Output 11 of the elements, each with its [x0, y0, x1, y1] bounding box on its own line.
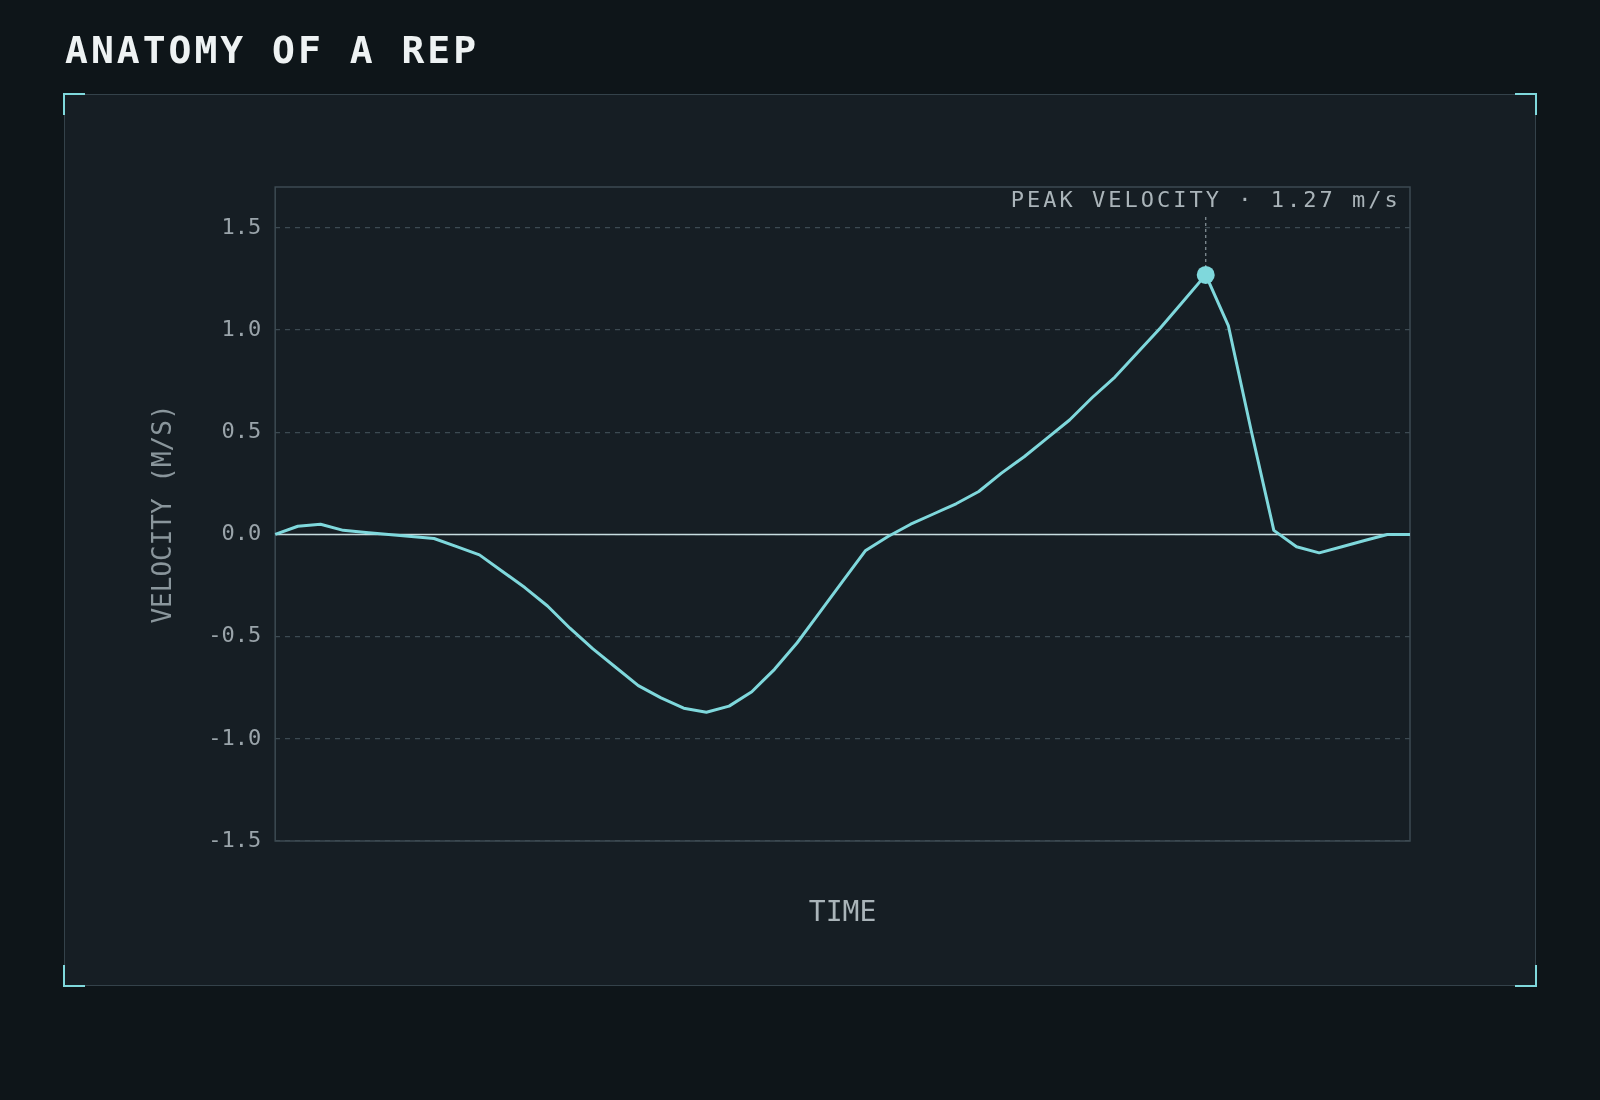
annotation: PEAK VELOCITY · 1.27 m/s — [1010, 186, 1401, 212]
x-axis-title: TIME — [808, 895, 877, 929]
y-axis-title: VELOCITY (M/S) — [147, 404, 178, 624]
chart-title: ANATOMY OF A REP — [65, 28, 480, 72]
y-tick-label: -0.5 — [208, 622, 262, 648]
y-tick-label: -1.5 — [208, 826, 262, 852]
y-tick-label: 0.0 — [221, 520, 262, 546]
y-tick-label: -1.0 — [208, 724, 262, 750]
y-tick-label: 1.5 — [221, 213, 262, 239]
y-tick-label: 0.5 — [221, 417, 262, 443]
y-tick-label: 1.0 — [221, 315, 262, 341]
